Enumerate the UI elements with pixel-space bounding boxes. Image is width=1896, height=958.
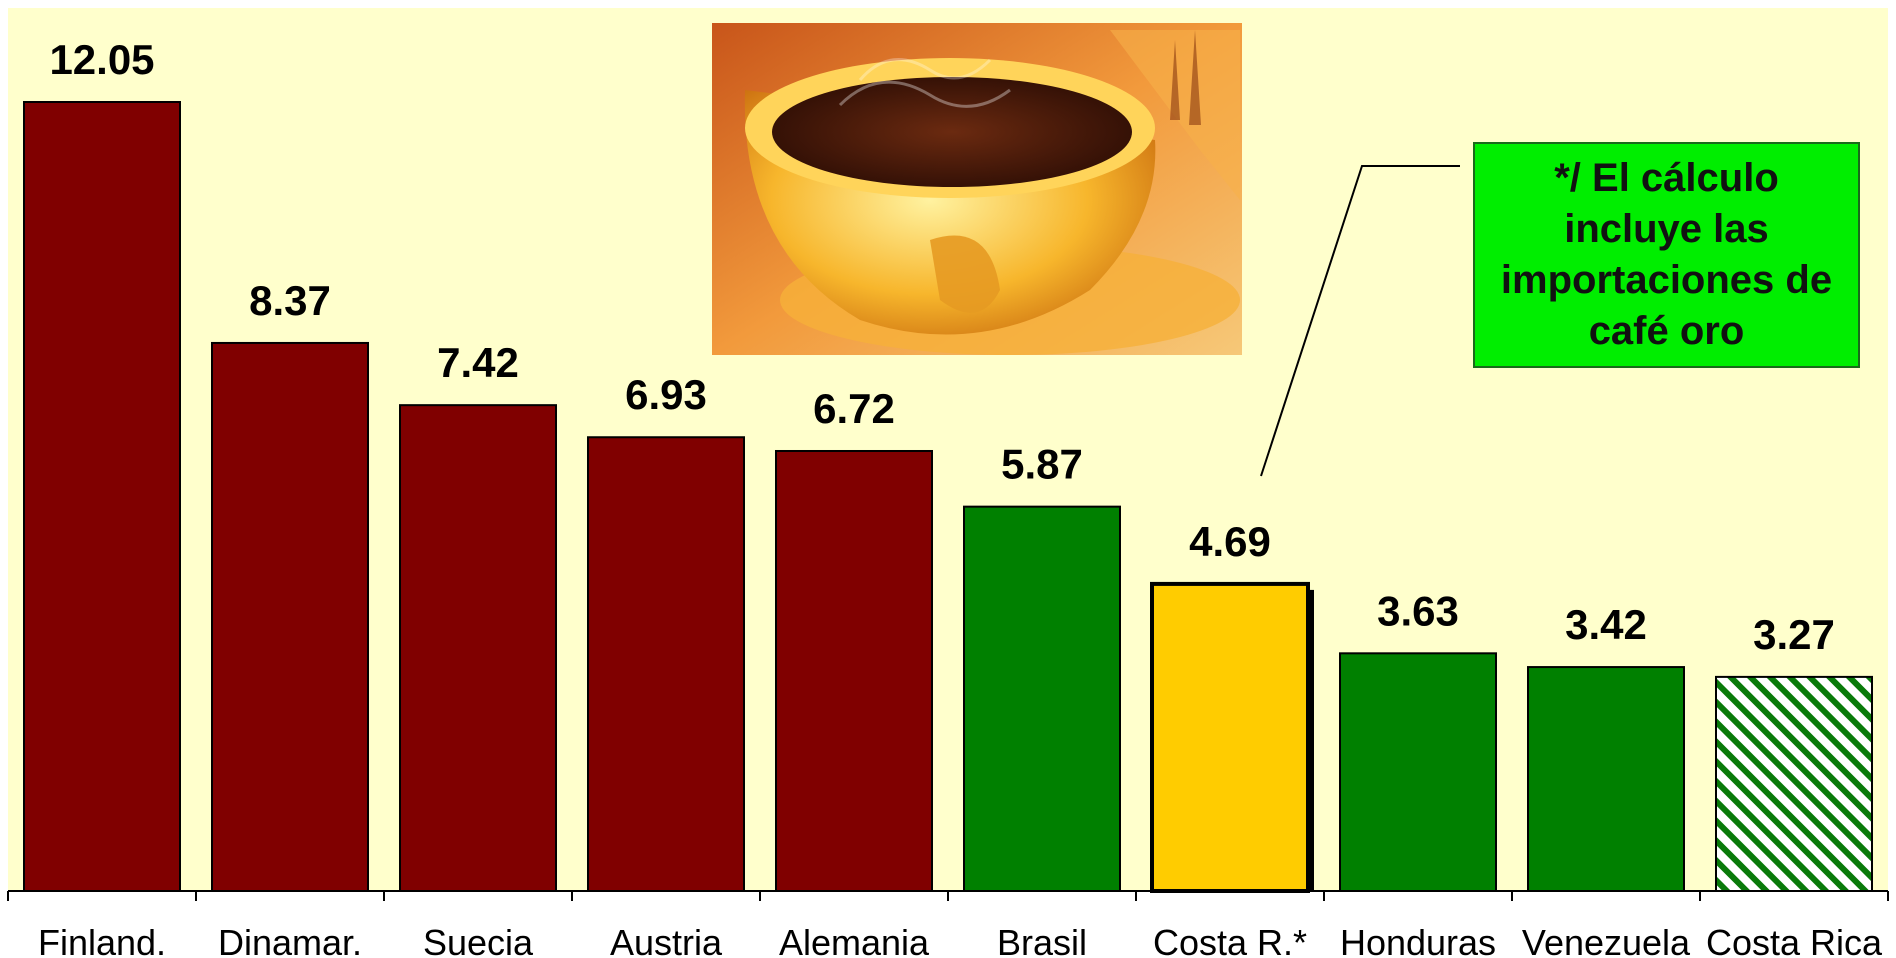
category-label: Suecia — [423, 922, 534, 958]
value-labels-group: 12.05 8.37 7.42 6.93 6.72 5.87 4.69 3.63 3.42 3.2… — [49, 36, 1834, 658]
bar-finland — [23, 101, 181, 892]
category-label: Costa R.* — [1153, 922, 1307, 958]
category-label: Honduras — [1340, 922, 1496, 958]
value-label: 4.69 — [1189, 518, 1271, 565]
coffee-cup-photo — [712, 23, 1242, 355]
bar-austria — [587, 436, 745, 892]
value-label: 3.27 — [1753, 611, 1835, 658]
value-label: 6.72 — [813, 385, 895, 432]
category-labels-group: Finland. Dinamar. Suecia Austria Alemania Bra… — [38, 922, 1883, 958]
value-label: 3.63 — [1377, 587, 1459, 634]
annotation-leader-line — [1260, 165, 1460, 477]
bar-venezuela — [1527, 666, 1685, 892]
category-label: Finland. — [38, 922, 166, 958]
bar-honduras — [1339, 652, 1497, 893]
category-label: Austria — [610, 922, 723, 958]
bars-group — [23, 101, 1873, 893]
bar-dinamar — [211, 341, 369, 893]
value-label: 6.93 — [625, 371, 707, 418]
category-label: Brasil — [997, 922, 1087, 958]
value-label: 7.42 — [437, 339, 519, 386]
annotation-text: */ El cálculo incluye las importaciones … — [1500, 156, 1833, 353]
bar-suecia — [399, 404, 557, 892]
value-label: 3.42 — [1565, 601, 1647, 648]
category-label: Venezuela — [1522, 922, 1691, 958]
annotation-note: */ El cálculo incluye las importaciones … — [1473, 142, 1860, 368]
bar-alemania — [775, 449, 933, 892]
value-label: 8.37 — [249, 277, 331, 324]
category-label: Alemania — [779, 922, 930, 958]
bar-costa-rica — [1715, 675, 1873, 893]
category-label: Dinamar. — [218, 922, 362, 958]
bar-costa-r — [1150, 581, 1310, 893]
value-label: 5.87 — [1001, 441, 1083, 488]
x-axis-ticks — [7, 891, 1889, 901]
category-label: Costa Rica — [1706, 922, 1883, 958]
bar-brasil — [963, 505, 1121, 892]
value-label: 12.05 — [49, 36, 154, 83]
